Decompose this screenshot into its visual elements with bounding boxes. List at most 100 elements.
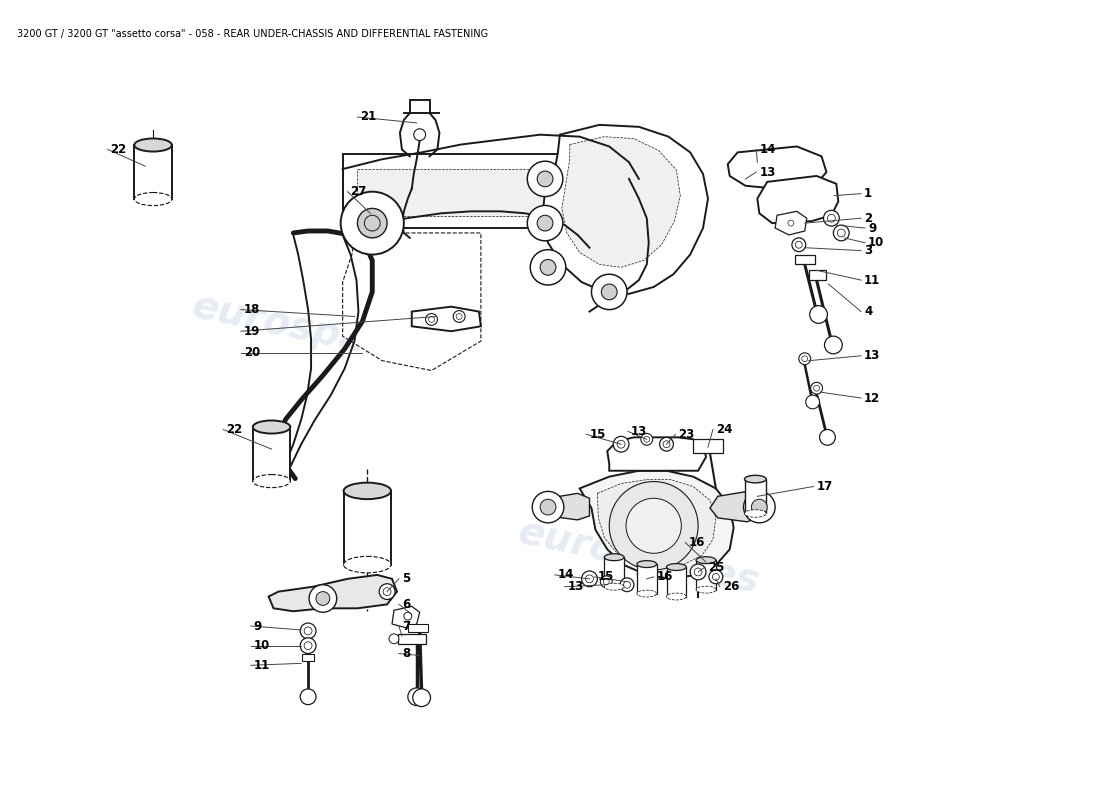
Circle shape: [300, 623, 316, 638]
Circle shape: [744, 491, 775, 523]
Circle shape: [602, 284, 617, 300]
Text: 14: 14: [759, 143, 775, 156]
Ellipse shape: [696, 586, 716, 593]
Circle shape: [379, 584, 395, 599]
Circle shape: [300, 638, 316, 654]
Circle shape: [527, 206, 563, 241]
Text: 3200 GT / 3200 GT "assetto corsa" - 058 - REAR UNDER-CHASSIS AND DIFFERENTIAL FA: 3200 GT / 3200 GT "assetto corsa" - 058 …: [16, 29, 488, 38]
Bar: [302, 654, 313, 662]
Circle shape: [540, 499, 556, 515]
Bar: [253, 427, 290, 481]
Text: 3: 3: [864, 244, 872, 257]
Polygon shape: [607, 438, 706, 470]
Circle shape: [609, 482, 698, 570]
Text: 11: 11: [864, 274, 880, 286]
Text: 18: 18: [244, 303, 261, 316]
Circle shape: [810, 306, 827, 323]
Circle shape: [309, 585, 337, 612]
Polygon shape: [540, 494, 590, 520]
Circle shape: [592, 274, 627, 310]
Ellipse shape: [667, 564, 686, 570]
Circle shape: [690, 564, 706, 580]
Circle shape: [537, 171, 553, 186]
Text: 16: 16: [689, 536, 705, 549]
Text: 9: 9: [868, 222, 877, 234]
Bar: [745, 479, 767, 514]
Ellipse shape: [745, 475, 767, 483]
Text: 16: 16: [657, 570, 673, 583]
Bar: [808, 270, 826, 280]
Bar: [398, 634, 426, 644]
Polygon shape: [411, 306, 481, 331]
Text: 13: 13: [759, 166, 775, 178]
Bar: [696, 560, 716, 590]
Circle shape: [426, 314, 438, 326]
Text: 6: 6: [402, 598, 410, 611]
Circle shape: [358, 208, 387, 238]
Circle shape: [582, 571, 597, 586]
Polygon shape: [776, 211, 806, 235]
Circle shape: [532, 491, 564, 523]
Ellipse shape: [637, 561, 657, 567]
Ellipse shape: [637, 590, 657, 597]
Bar: [604, 558, 624, 586]
Text: 21: 21: [361, 110, 376, 123]
Bar: [667, 567, 686, 597]
Bar: [795, 254, 815, 264]
Circle shape: [412, 689, 430, 706]
Text: 23: 23: [679, 428, 694, 441]
Text: 7: 7: [402, 619, 410, 633]
Circle shape: [414, 129, 426, 141]
Text: 13: 13: [864, 350, 880, 362]
Circle shape: [613, 436, 629, 452]
Text: 8: 8: [402, 647, 410, 660]
Text: 27: 27: [351, 185, 366, 198]
Bar: [693, 439, 723, 453]
Text: 24: 24: [716, 423, 733, 436]
Polygon shape: [580, 470, 734, 579]
Text: 13: 13: [631, 425, 647, 438]
Circle shape: [530, 250, 565, 285]
Ellipse shape: [253, 421, 290, 434]
Circle shape: [316, 592, 330, 606]
Text: 11: 11: [254, 659, 270, 672]
Circle shape: [660, 438, 673, 451]
Text: 20: 20: [244, 346, 261, 359]
Ellipse shape: [253, 474, 290, 488]
Polygon shape: [597, 479, 716, 569]
Ellipse shape: [343, 482, 390, 499]
Circle shape: [824, 210, 839, 226]
Text: 17: 17: [816, 480, 833, 493]
Text: 9: 9: [254, 619, 262, 633]
Circle shape: [834, 225, 849, 241]
Polygon shape: [268, 575, 397, 611]
Circle shape: [805, 395, 820, 409]
Ellipse shape: [343, 556, 390, 573]
Text: 4: 4: [864, 305, 872, 318]
Polygon shape: [562, 137, 680, 267]
Circle shape: [626, 498, 681, 554]
Text: 14: 14: [558, 569, 574, 582]
Text: 26: 26: [723, 580, 739, 594]
Circle shape: [404, 612, 411, 620]
Text: 10: 10: [254, 639, 270, 652]
Text: 13: 13: [568, 580, 584, 594]
Bar: [637, 564, 657, 594]
Ellipse shape: [604, 583, 624, 590]
Polygon shape: [542, 125, 708, 294]
Circle shape: [792, 238, 805, 252]
Text: 2: 2: [864, 212, 872, 225]
Bar: [134, 145, 172, 199]
Ellipse shape: [667, 593, 686, 600]
Circle shape: [408, 688, 426, 706]
Text: 22: 22: [111, 143, 126, 156]
Circle shape: [825, 336, 843, 354]
Circle shape: [799, 353, 811, 365]
Text: 25: 25: [708, 561, 725, 574]
Circle shape: [820, 430, 835, 446]
Circle shape: [785, 218, 796, 229]
Text: 12: 12: [864, 391, 880, 405]
Circle shape: [540, 259, 556, 275]
Circle shape: [341, 192, 404, 254]
Polygon shape: [710, 491, 759, 522]
